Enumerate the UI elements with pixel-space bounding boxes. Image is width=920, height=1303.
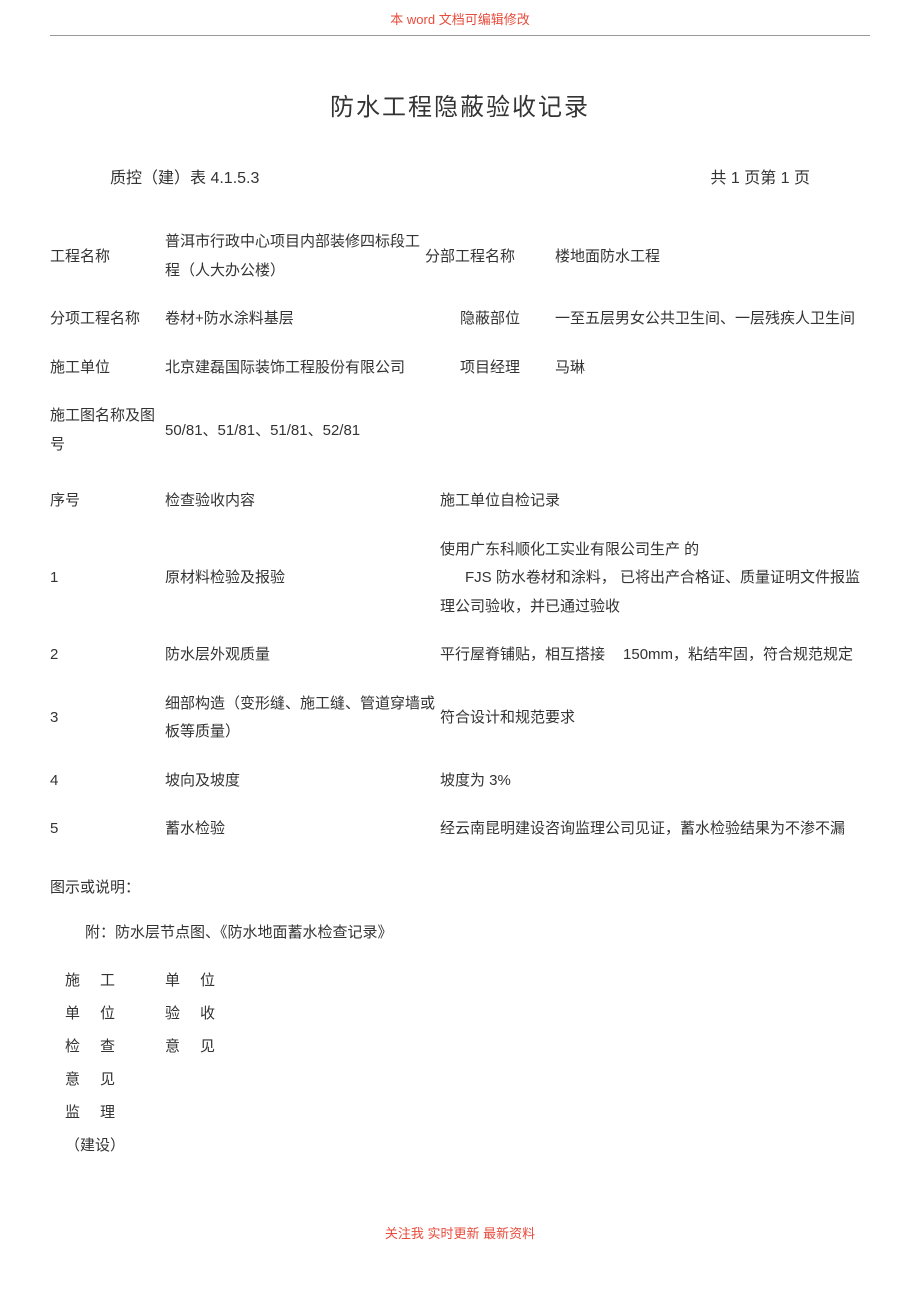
table-row: 4 坡向及坡度 坡度为 3% [50,757,870,806]
sig-cell: 意见 [165,1030,215,1063]
col-content-header: 检查验收内容 [165,477,440,526]
row-content: 坡向及坡度 [165,757,440,806]
record-mm: 150mm，粘结牢固，符合规范规定 [623,641,853,670]
record-fjs: FJS 防水卷材和涂料， [465,564,616,593]
row-content: 细部构造（变形缝、施工缝、管道穿墙或板等质量） [165,680,440,757]
row-record: 经云南昆明建设咨询监理公司见证，蓄水检验结果为不渗不漏 [440,805,870,854]
record-text-pre: 平行屋脊铺贴，相互搭接 [440,646,605,663]
record-text-pre: 使用广东科顺化工实业有限公司生产 的 [440,541,699,558]
page-info: 共 1 页第 1 页 [710,165,810,194]
table-row: 5 蓄水检验 经云南昆明建设咨询监理公司见证，蓄水检验结果为不渗不漏 [50,805,870,854]
sub-project-value: 楼地面防水工程 [555,233,870,282]
sig-row: 施工 单位 [65,964,870,997]
header-watermark: 本 word 文档可编辑修改 [50,0,870,35]
table-row: 3 细部构造（变形缝、施工缝、管道穿墙或板等质量） 符合设计和规范要求 [50,680,870,757]
sig-cell: 验收 [165,997,215,1030]
attachment-line: 附：防水层节点图、《防水地面蓄水检查记录》 [50,919,870,946]
row-record: 坡度为 3% [440,757,870,806]
row-content: 蓄水检验 [165,805,440,854]
top-divider [50,35,870,36]
document-title: 防水工程隐蔽验收记录 [50,86,870,129]
table-row: 2 防水层外观质量 平行屋脊铺贴，相互搭接 150mm，粘结牢固，符合规范规定 [50,631,870,680]
drawing-label: 施工图名称及图号 [50,392,165,469]
row-record: 符合设计和规范要求 [440,694,870,743]
row-content: 原材料检验及报验 [165,554,440,603]
row-record: 使用广东科顺化工实业有限公司生产 的FJS 防水卷材和涂料， 已将出产合格证、质… [440,526,870,632]
row-seq: 4 [50,757,165,806]
row-record: 平行屋脊铺贴，相互搭接 150mm，粘结牢固，符合规范规定 [440,631,870,680]
pm-label: 项目经理 [425,344,555,393]
sig-cell: 施工 [65,964,115,997]
table-row: 1 原材料检验及报验 使用广东科顺化工实业有限公司生产 的 FJS 防水卷材和涂料… [50,526,870,632]
item-project-label: 分项工程名称 [50,295,165,344]
project-name-value: 普洱市行政中心项目内部装修四标段工程（人大办公楼） [165,218,425,295]
pm-value: 马琳 [555,344,870,393]
sig-cell: 检查 [65,1030,115,1063]
sig-row: （建设） [65,1129,870,1162]
hidden-part-value: 一至五层男女公共卫生间、一层残疾人卫生间 [555,295,870,344]
item-project-value: 卷材+防水涂料基层 [165,295,425,344]
sig-cell: 单位 [165,964,215,997]
inspection-table: 序号 检查验收内容 施工单位自检记录 1 原材料检验及报验 使用广东科顺化工实业… [50,477,870,854]
subheader-row: 质控（建）表 4.1.5.3 共 1 页第 1 页 [50,165,870,194]
sig-row: 意见 [65,1063,870,1096]
col-record-header: 施工单位自检记录 [440,477,870,526]
row-seq: 1 [50,554,165,603]
contractor-label: 施工单位 [50,344,165,393]
illustration-label: 图示或说明： [50,874,870,901]
row-seq: 5 [50,805,165,854]
sub-project-label: 分部工程名称 [425,233,555,282]
row-seq: 2 [50,631,165,680]
project-name-label: 工程名称 [50,233,165,282]
signature-block: 施工 单位 单位 验收 检查 意见 意见 监理 （建设） [50,964,870,1162]
form-code: 质控（建）表 4.1.5.3 [110,165,259,194]
sig-row: 监理 [65,1096,870,1129]
hidden-part-label: 隐蔽部位 [425,295,555,344]
sig-cell: 意见 [65,1063,115,1096]
table-header-row: 序号 检查验收内容 施工单位自检记录 [50,477,870,526]
row-seq: 3 [50,694,165,743]
sig-cell: 单位 [65,997,115,1030]
sig-cell: 监理 [65,1096,115,1129]
row-content: 防水层外观质量 [165,631,440,680]
sig-row: 检查 意见 [65,1030,870,1063]
drawing-value: 50/81、51/81、51/81、52/81 [165,407,870,456]
col-seq-header: 序号 [50,477,165,526]
sig-row: 单位 验收 [65,997,870,1030]
footer-watermark: 关注我 实时更新 最新资料 [50,1222,870,1255]
info-grid: 工程名称 普洱市行政中心项目内部装修四标段工程（人大办公楼） 分部工程名称 楼地… [50,218,870,469]
contractor-value: 北京建磊国际装饰工程股份有限公司 [165,344,425,393]
